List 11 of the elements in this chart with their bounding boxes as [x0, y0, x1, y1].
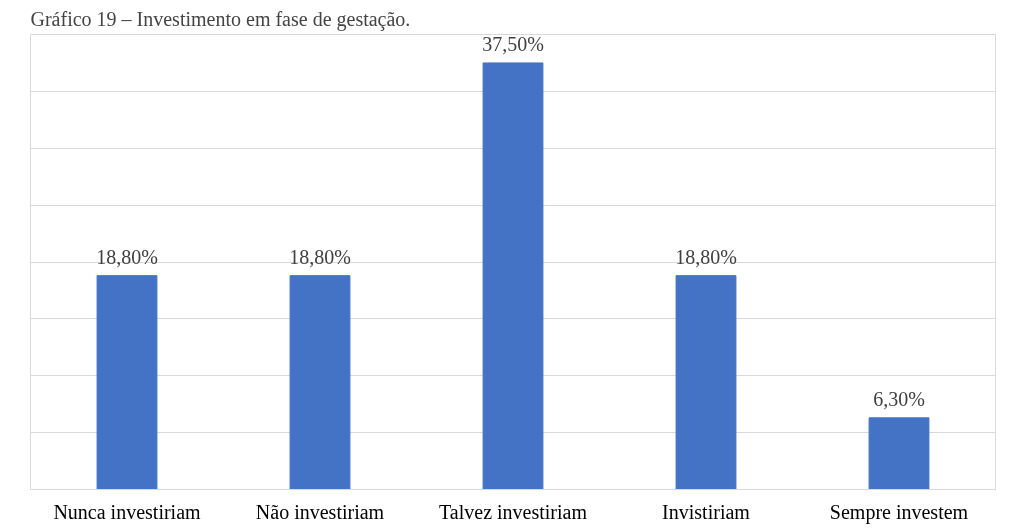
x-tick-label: Invistiriam [662, 500, 751, 523]
x-tick-label: Talvez investiriam [439, 500, 588, 523]
x-tick-label: Sempre investem [829, 500, 969, 524]
x-tick-label: Não investiriam [255, 500, 385, 523]
chart-title: Gráfico 19 – Investimento em fase de gestação. [30, 7, 411, 31]
data-label: 18,80% [96, 245, 158, 268]
data-label: 6,30% [873, 387, 925, 410]
x-tick-label: Nunca investiriam [53, 500, 202, 523]
data-label: 37,50% [482, 32, 544, 55]
data-label: 18,80% [675, 245, 737, 268]
data-label: 18,80% [289, 245, 351, 268]
